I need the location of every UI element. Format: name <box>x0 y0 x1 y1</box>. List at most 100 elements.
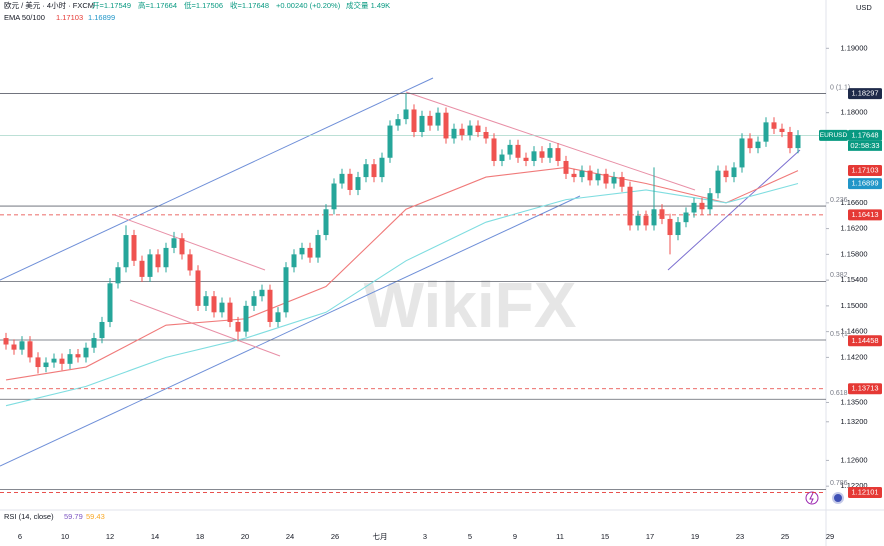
candle-body <box>627 186 633 226</box>
candle-body <box>59 358 65 364</box>
candle-body <box>707 193 713 210</box>
candle-body <box>163 247 169 268</box>
candle-body <box>595 173 601 181</box>
candle-body <box>355 177 361 190</box>
candle-body <box>675 222 681 236</box>
currency: USD <box>856 3 872 12</box>
x-tick-label: 26 <box>331 532 339 541</box>
candle-body <box>603 173 609 184</box>
candle-body <box>611 177 617 184</box>
ema-line <box>5 166 799 381</box>
candle-body <box>123 235 129 268</box>
ohlc-close: 收=1.17648 <box>230 0 269 10</box>
candle-body <box>547 148 553 158</box>
ohlc-low: 低=1.17506 <box>184 0 223 10</box>
watermark: WikiFX <box>364 269 577 341</box>
x-tick-label: 11 <box>556 532 564 541</box>
candle-body <box>395 119 401 126</box>
x-tick-label: 6 <box>18 532 22 541</box>
candle-body <box>27 341 33 358</box>
candle-body <box>467 125 473 136</box>
candle-body <box>651 209 657 226</box>
candle-body <box>531 151 537 161</box>
y-tick-label: 1.14200 <box>840 352 867 361</box>
candle-body <box>499 154 505 161</box>
candle-body <box>155 254 161 268</box>
fib-label: 0.618 <box>830 390 848 397</box>
candle-body <box>427 115 433 126</box>
y-tick-label: 1.15000 <box>840 301 867 310</box>
marker-icon[interactable] <box>832 492 844 504</box>
candle-body <box>411 109 417 133</box>
y-tick-label: 1.16600 <box>840 198 867 207</box>
candle-body <box>203 296 209 306</box>
candle-body <box>555 148 561 161</box>
fib-label: 0.236 <box>830 197 848 204</box>
candle-body <box>507 144 513 155</box>
trend-line-up <box>667 149 801 271</box>
candle-body <box>3 338 9 345</box>
candle-body <box>699 202 705 210</box>
y-tick-label: 1.13500 <box>840 397 867 406</box>
candle-body <box>131 235 137 261</box>
y-tick-label: 1.15400 <box>840 275 867 284</box>
rsi-label: RSI (14, close) <box>4 512 54 521</box>
candle-body <box>771 122 777 129</box>
candle-body <box>795 135 801 149</box>
candle-body <box>683 212 689 223</box>
candle-body <box>587 170 593 181</box>
price-box-label: 1.18297 <box>851 89 878 98</box>
x-tick-label: 17 <box>646 532 654 541</box>
flag-upper <box>114 214 266 271</box>
candle-body <box>659 209 665 219</box>
ema-label: EMA 50/100 <box>4 13 45 22</box>
candle-body <box>11 344 17 350</box>
price-box-label: 1.16413 <box>851 210 878 219</box>
ema100-value: 1.16899 <box>88 13 115 22</box>
candle-body <box>691 202 697 213</box>
x-tick-label: 12 <box>106 532 114 541</box>
price-box <box>848 129 882 141</box>
candle-body <box>747 138 753 149</box>
candle-body <box>323 209 329 236</box>
candle-body <box>371 164 377 178</box>
candle-body <box>451 128 457 139</box>
price-box-label: 1.17648 <box>851 130 878 139</box>
candle-body <box>731 167 737 178</box>
candle-body <box>339 173 345 184</box>
y-tick-label: 1.14600 <box>840 327 867 336</box>
y-tick-label: 1.18000 <box>840 108 867 117</box>
symbol-tag: EURUSD <box>820 132 848 139</box>
symbol: 欧元 / 美元 · 4小时 · FXCM <box>4 0 94 10</box>
candle-body <box>787 132 793 149</box>
rsi-ma-value: 59.43 <box>86 512 105 521</box>
candle-body <box>291 254 297 268</box>
candle-body <box>563 160 569 174</box>
candle-body <box>115 267 121 284</box>
candle-body <box>43 362 49 368</box>
candle-body <box>515 144 521 158</box>
candle-body <box>107 283 113 322</box>
candle-body <box>579 170 585 178</box>
volume: 成交量 1.49K <box>346 0 390 10</box>
x-tick-label: 9 <box>513 532 517 541</box>
candle-body <box>715 170 721 194</box>
candle-body <box>419 115 425 133</box>
candle-body <box>259 289 265 297</box>
x-tick-label: 5 <box>468 532 472 541</box>
alert-icon[interactable] <box>805 491 819 505</box>
price-box <box>848 88 882 100</box>
candle-body <box>299 247 305 255</box>
candle-body <box>235 321 241 332</box>
x-tick-label: 19 <box>691 532 699 541</box>
candle-body <box>667 218 673 236</box>
candle-body <box>219 302 225 313</box>
ema50-value: 1.17103 <box>56 13 83 22</box>
plot <box>0 93 826 493</box>
price-box <box>848 178 882 190</box>
candle-body <box>739 138 745 168</box>
candle-body <box>435 112 441 126</box>
x-tick-label: 25 <box>781 532 789 541</box>
candle-body <box>99 321 105 339</box>
y-tick-label: 1.15800 <box>840 249 867 258</box>
